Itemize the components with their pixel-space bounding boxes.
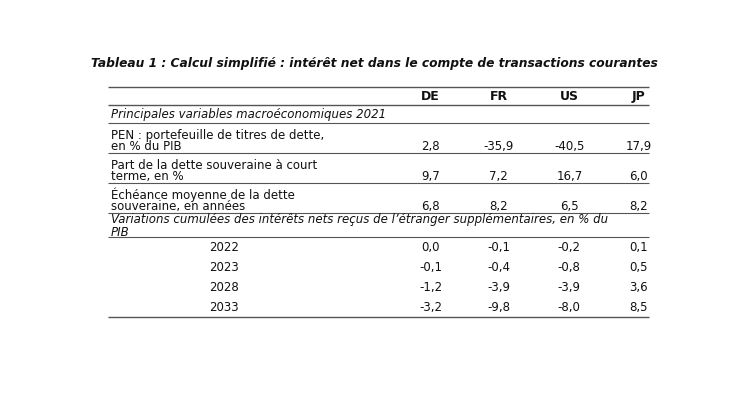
Text: DE: DE <box>421 90 440 103</box>
Text: -3,2: -3,2 <box>419 300 442 313</box>
Text: 8,5: 8,5 <box>630 300 648 313</box>
Text: -0,4: -0,4 <box>487 261 510 274</box>
Text: -1,2: -1,2 <box>419 281 442 294</box>
Text: PEN : portefeuille de titres de dette,: PEN : portefeuille de titres de dette, <box>111 128 324 141</box>
Text: 2022: 2022 <box>210 241 239 254</box>
Text: souveraine, en années: souveraine, en années <box>111 200 245 213</box>
Text: terme, en %: terme, en % <box>111 170 184 182</box>
Text: 2033: 2033 <box>210 300 239 313</box>
Text: Variations cumulées des intérêts nets reçus de l’étranger supplémentaires, en % : Variations cumulées des intérêts nets re… <box>111 213 608 225</box>
Text: JP: JP <box>632 90 646 103</box>
Text: -3,9: -3,9 <box>558 281 581 294</box>
Text: 6,0: 6,0 <box>629 170 648 182</box>
Text: -3,9: -3,9 <box>487 281 510 294</box>
Text: Tableau 1 : Calcul simplifié : intérêt net dans le compte de transactions couran: Tableau 1 : Calcul simplifié : intérêt n… <box>91 56 658 70</box>
Text: 2,8: 2,8 <box>421 140 440 153</box>
Text: -35,9: -35,9 <box>483 140 514 153</box>
Text: 9,7: 9,7 <box>421 170 440 182</box>
Text: Principales variables macroéconomiques 2021: Principales variables macroéconomiques 2… <box>111 108 386 121</box>
Text: -8,0: -8,0 <box>558 300 581 313</box>
Text: US: US <box>560 90 579 103</box>
Text: 0,1: 0,1 <box>629 241 648 254</box>
Text: 6,8: 6,8 <box>421 200 440 213</box>
Text: -9,8: -9,8 <box>487 300 510 313</box>
Text: 0,0: 0,0 <box>421 241 440 254</box>
Text: en % du PIB: en % du PIB <box>111 140 182 153</box>
Text: Échéance moyenne de la dette: Échéance moyenne de la dette <box>111 187 295 202</box>
Text: 8,2: 8,2 <box>489 200 508 213</box>
Text: Part de la dette souveraine à court: Part de la dette souveraine à court <box>111 158 318 171</box>
Text: -0,8: -0,8 <box>558 261 581 274</box>
Text: 2028: 2028 <box>210 281 239 294</box>
Text: -40,5: -40,5 <box>554 140 585 153</box>
Text: FR: FR <box>490 90 507 103</box>
Text: 6,5: 6,5 <box>560 200 579 213</box>
Text: -0,2: -0,2 <box>558 241 581 254</box>
Text: 0,5: 0,5 <box>630 261 648 274</box>
Text: 8,2: 8,2 <box>629 200 648 213</box>
Text: 3,6: 3,6 <box>629 281 648 294</box>
Text: 17,9: 17,9 <box>626 140 652 153</box>
Text: 16,7: 16,7 <box>556 170 583 182</box>
Text: 7,2: 7,2 <box>489 170 508 182</box>
Text: -0,1: -0,1 <box>419 261 442 274</box>
Text: -0,1: -0,1 <box>487 241 510 254</box>
Text: PIB: PIB <box>111 225 130 238</box>
Text: 2023: 2023 <box>210 261 239 274</box>
